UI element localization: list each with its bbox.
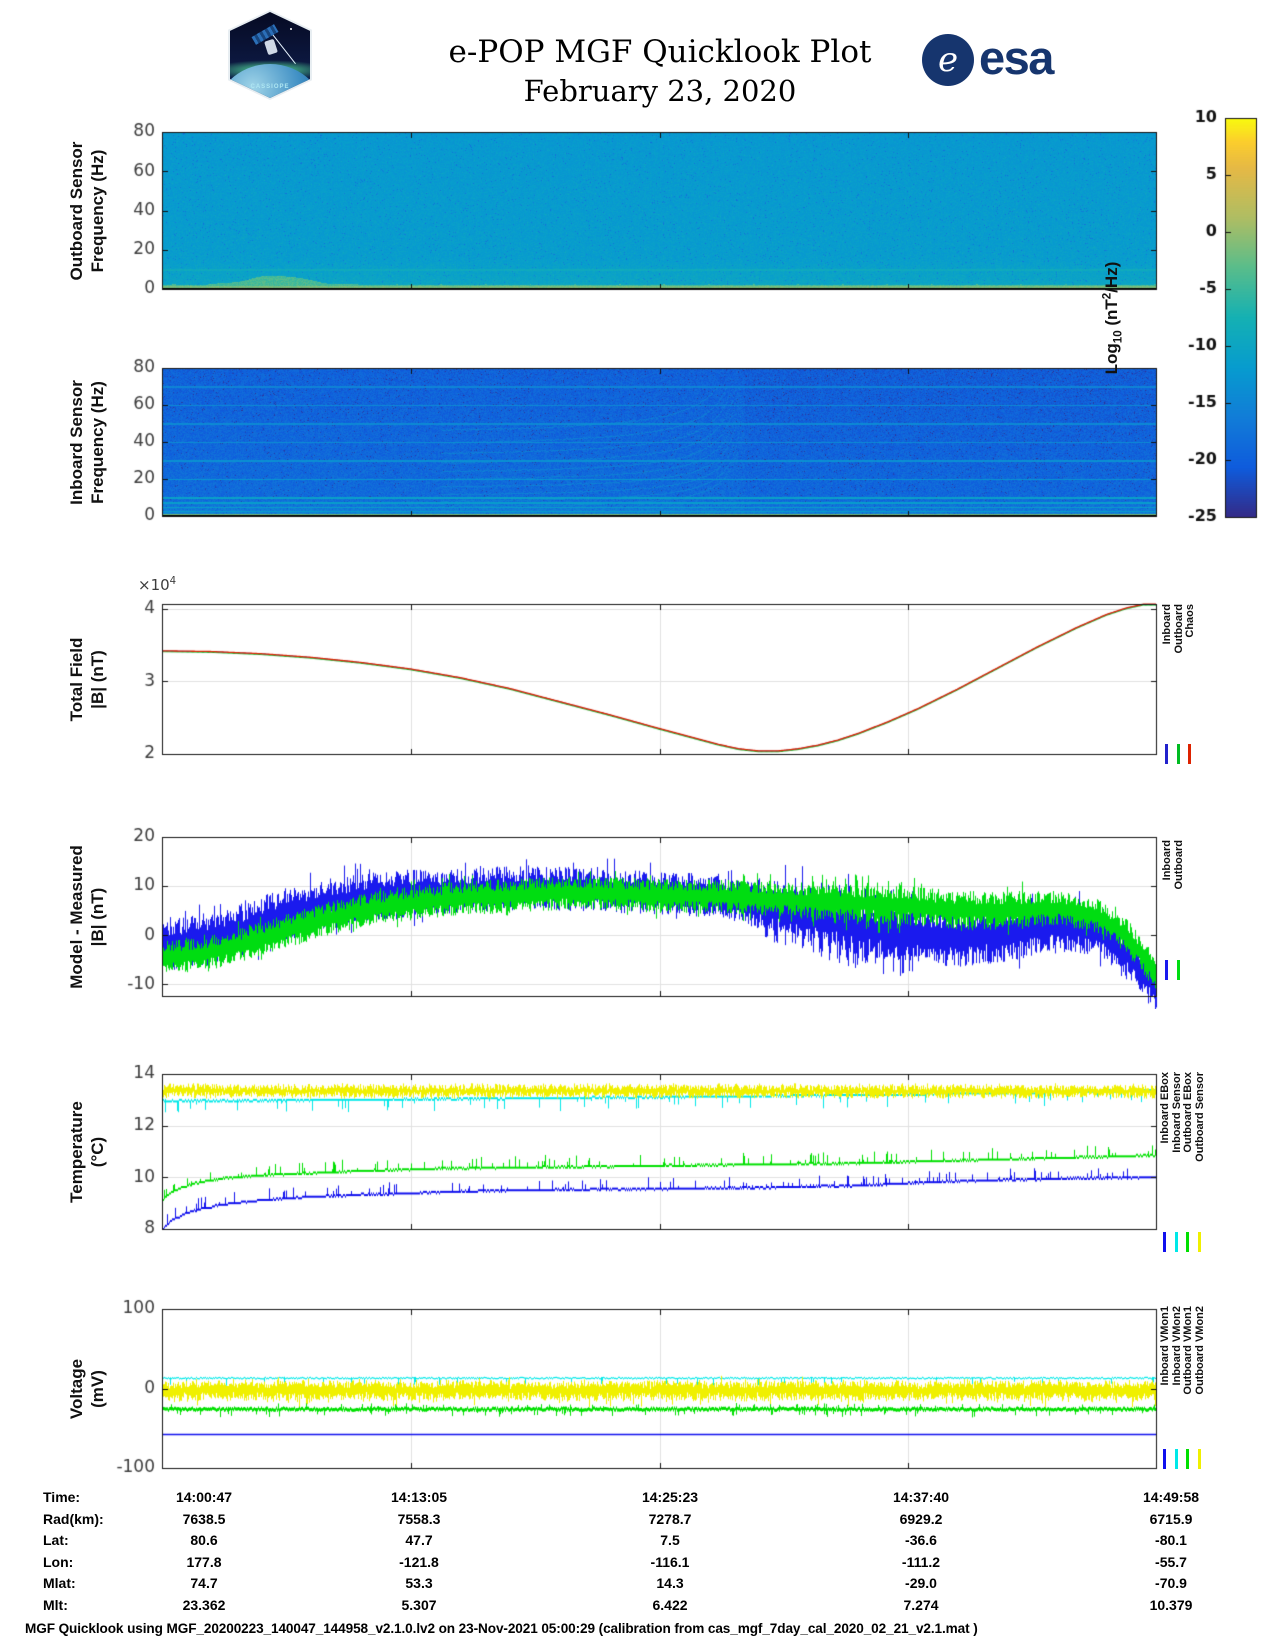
cassiope-mission-patch-icon: CASSIOPE [228,10,312,100]
colorbar-canvas [1140,106,1272,530]
table-cell: 53.3 [405,1575,433,1591]
plot-date: February 23, 2020 [523,74,797,108]
table-cell: -36.6 [905,1532,937,1548]
table-cell: -116.1 [650,1553,690,1570]
table-cell: 14:13:05 [390,1489,448,1505]
outboard-spectrogram-ylabel: Outboard Sensor Frequency (Hz) [67,141,107,281]
colorbar-label: Log10 (nT2/Hz) [1101,261,1125,375]
temperature-canvas [114,1062,1168,1242]
table-cell: 14:49:58 [1142,1489,1200,1505]
total-field-ylabel: Total Field |B| (nT) [67,637,107,722]
legend-swatch-outboard-vmon2 [1197,1449,1201,1469]
table-cell: 5.307 [401,1596,437,1613]
table-cell: 7558.3 [397,1510,441,1527]
table-row-label: Lon: [43,1553,74,1570]
table-cell: 7.274 [903,1596,939,1613]
table-cell: 80.6 [190,1532,218,1548]
legend-swatch-inboard [1165,744,1168,764]
table-cell: 6715.9 [1149,1510,1193,1527]
table-row-label: Mlat: [43,1575,76,1591]
table-row-label: Lat: [43,1532,69,1548]
table-cell: 14:37:40 [892,1489,950,1505]
temperature-legend: Inboard EBox Inboard Sensor Outboard EBo… [1159,1072,1206,1162]
table-cell: 6.422 [652,1596,688,1613]
table-cell: 14:25:23 [641,1489,699,1505]
table-cell: 6929.2 [899,1510,943,1527]
table-cell: -29.0 [905,1575,937,1591]
model-minus-measured-ylabel: Model - Measured |B| (nT) [67,845,107,989]
voltage-legend: Inboard VMon1 Inboard VMon2 Outboard VMo… [1159,1306,1206,1395]
voltage-canvas [114,1297,1168,1481]
esa-wordmark: esa [979,31,1054,84]
legend-swatch-inboard-ebox [1163,1232,1166,1252]
esa-logo-icon: e [922,34,974,86]
table-cell: 7278.7 [648,1510,692,1527]
table-cell: 74.7 [190,1575,218,1591]
table-cell: 23.362 [182,1596,226,1613]
table-cell: 14.3 [656,1575,684,1591]
total-field-canvas [114,592,1168,767]
total-field-legend: Inboard Outboard Chaos [1161,604,1196,654]
inboard-spectrogram-canvas [114,356,1168,529]
table-cell: -55.7 [1155,1553,1187,1570]
table-cell: 47.7 [405,1532,433,1548]
legend-swatch-mm-inboard [1165,960,1168,980]
temperature-ylabel: Temperature (°C) [67,1101,107,1203]
table-cell: 177.8 [186,1553,222,1570]
legend-swatch-mm-outboard [1176,960,1180,980]
table-row-label: Time: [43,1489,81,1505]
model-minus-measured-legend: Inboard Outboard [1161,840,1185,890]
table-cell: 7638.5 [182,1510,226,1527]
table-cell: 14:00:47 [175,1489,233,1505]
model-minus-measured-canvas [114,825,1168,1009]
page-title: e-POP MGF Quicklook Plot [448,34,872,70]
table-row-label: Rad(km): [43,1510,104,1527]
legend-swatch-outboard [1176,744,1180,764]
table-cell: -80.1 [1155,1532,1187,1548]
legend-swatch-inboard-sensor [1174,1232,1178,1252]
table-cell: 10.379 [1149,1596,1193,1613]
table-cell: -70.9 [1155,1575,1187,1591]
table-cell: -111.2 [901,1553,941,1570]
legend-swatch-outboard-sensor [1197,1232,1201,1252]
table-row-label: Mlt: [43,1596,68,1613]
legend-swatch-inboard-vmon1 [1163,1449,1166,1469]
outboard-spectrogram-canvas [114,120,1168,302]
voltage-ylabel: Voltage (mV) [67,1358,107,1420]
table-cell: 7.5 [660,1532,680,1548]
footer-text: MGF Quicklook using MGF_20200223_140047_… [25,1621,978,1636]
inboard-spectrogram-ylabel: Inboard Sensor Frequency (Hz) [67,380,107,505]
table-cell: -121.8 [399,1553,439,1570]
legend-swatch-chaos [1188,744,1191,764]
legend-swatch-outboard-ebox [1186,1232,1189,1252]
legend-swatch-inboard-vmon2 [1174,1449,1178,1469]
total-field-exponent-label: ×104 [138,576,177,594]
legend-swatch-outboard-vmon1 [1186,1449,1189,1469]
